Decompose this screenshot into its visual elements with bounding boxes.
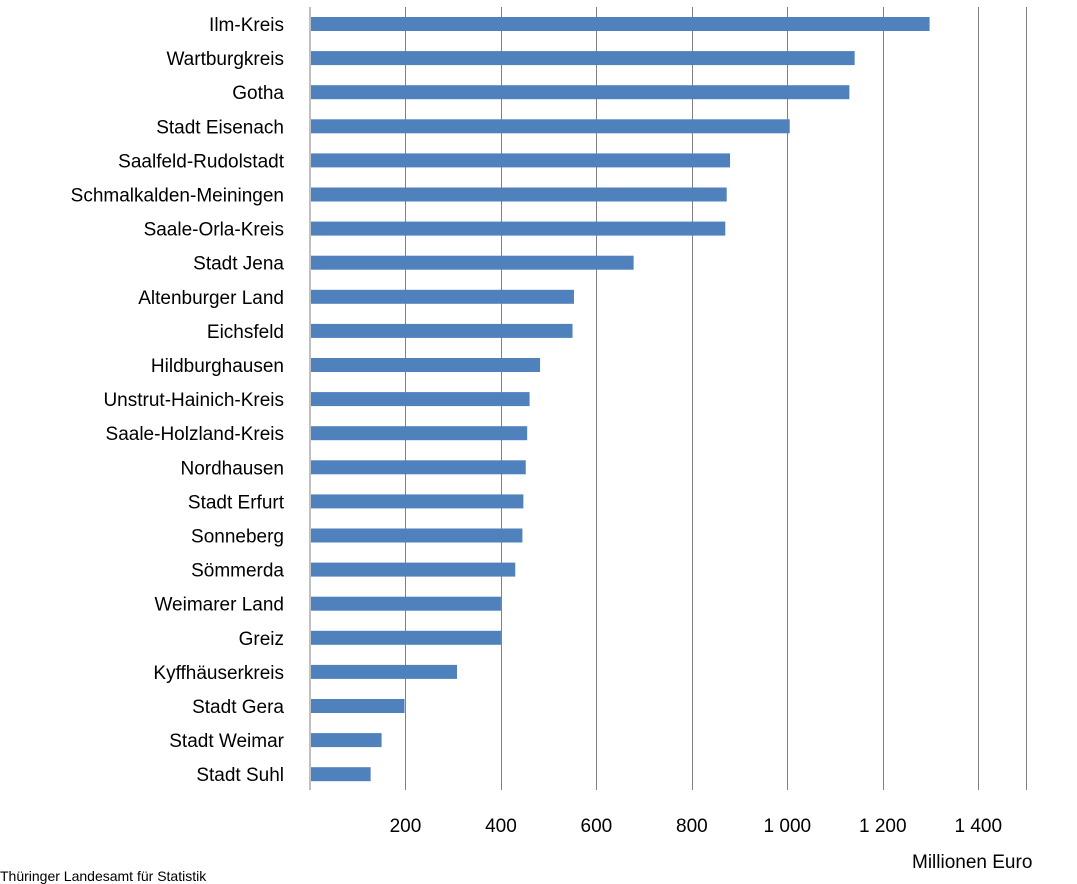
x-tick-label: 1 000 <box>764 816 812 837</box>
bar <box>311 460 526 475</box>
category-label: Greiz <box>239 629 284 650</box>
x-tick-label: 200 <box>390 816 422 837</box>
bar <box>311 255 634 270</box>
bar <box>311 153 731 168</box>
category-label: Wartburgkreis <box>166 49 284 70</box>
bar <box>311 323 573 338</box>
category-label: Stadt Erfurt <box>188 492 285 513</box>
category-label: Schmalkalden-Meiningen <box>71 186 284 207</box>
category-label: Unstrut-Hainich-Kreis <box>103 390 284 411</box>
gridlines <box>309 7 1027 790</box>
category-label: Hildburghausen <box>151 356 284 377</box>
bar <box>311 767 371 782</box>
category-label: Saalfeld-Rudolstadt <box>118 151 285 172</box>
bar <box>311 187 727 202</box>
category-label: Stadt Eisenach <box>156 117 284 138</box>
category-label: Altenburger Land <box>138 288 284 309</box>
category-label: Eichsfeld <box>207 322 284 343</box>
category-label: Sonneberg <box>191 527 284 548</box>
category-label: Saale-Holzland-Kreis <box>106 424 284 445</box>
category-label: Kyffhäuserkreis <box>153 663 284 684</box>
category-label: Gotha <box>232 83 284 104</box>
bar <box>311 221 726 236</box>
bar <box>311 733 382 748</box>
category-labels: Ilm-Kreis Wartburgkreis Gotha Stadt Eisenac… <box>71 15 285 786</box>
x-axis-unit-label: Millionen Euro <box>912 852 1033 873</box>
bar <box>311 17 930 31</box>
x-tick-label: 1 400 <box>954 816 1002 837</box>
bar <box>311 426 528 441</box>
bar <box>311 630 501 645</box>
bar <box>311 528 523 543</box>
bar <box>311 392 530 407</box>
category-label: Stadt Jena <box>193 254 284 275</box>
category-label: Sömmerda <box>191 561 284 582</box>
bar <box>311 699 405 713</box>
bar <box>311 596 501 611</box>
bar <box>311 664 458 679</box>
category-label: Stadt Suhl <box>196 765 284 786</box>
bar <box>311 562 516 577</box>
category-label: Stadt Gera <box>192 697 284 718</box>
bar <box>311 119 790 134</box>
bar <box>311 358 541 372</box>
tick-labels: 200 400 600 800 1 000 1 200 1 400 <box>390 816 1002 837</box>
category-label: Saale-Orla-Kreis <box>144 220 284 241</box>
bar <box>311 289 574 304</box>
x-tick-label: 1 200 <box>859 816 907 837</box>
category-label: Nordhausen <box>180 458 284 479</box>
bars <box>311 17 930 782</box>
bar <box>311 85 850 100</box>
source-label: Thüringer Landesamt für Statistik <box>0 868 207 884</box>
category-label: Weimarer Land <box>154 595 284 616</box>
x-tick-label: 800 <box>676 816 708 837</box>
x-tick-label: 600 <box>581 816 613 837</box>
category-label: Ilm-Kreis <box>209 15 284 36</box>
x-tick-label: 400 <box>485 816 517 837</box>
category-label: Stadt Weimar <box>169 731 284 752</box>
bar <box>311 51 855 66</box>
bar <box>311 494 524 509</box>
